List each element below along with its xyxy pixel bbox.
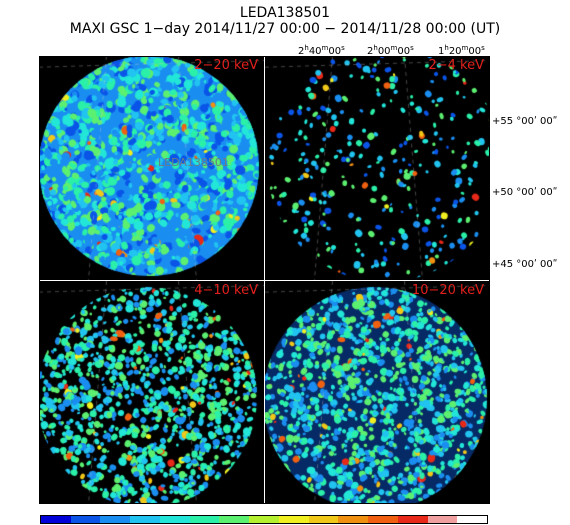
color-swatch xyxy=(338,516,369,523)
color-swatch xyxy=(100,516,131,523)
band-label: 10−20 keV xyxy=(411,283,484,298)
color-swatch xyxy=(70,516,101,523)
sky-map-10-20kev xyxy=(265,281,490,504)
ra-label-1: 2h40m00s xyxy=(298,44,345,57)
source-marker-label: LEDA138501 xyxy=(158,156,229,169)
panel-2-20kev: 2−20 keV LEDA138501 xyxy=(39,56,264,280)
ra-label-3: 1h20m00s xyxy=(438,44,485,57)
panel-10-20kev: 10−20 keV xyxy=(265,281,490,504)
band-label: 2−4 keV xyxy=(428,58,484,73)
color-scale-bar xyxy=(40,515,488,524)
color-swatch xyxy=(41,516,71,523)
color-swatch xyxy=(427,516,458,523)
dec-label-1: +55 °00ʹ 00ʺ xyxy=(492,116,558,127)
sky-map-4-10kev xyxy=(39,281,264,504)
color-swatch xyxy=(368,516,398,523)
band-label: 4−10 keV xyxy=(194,283,258,298)
sky-map-2-4kev xyxy=(265,56,490,280)
observation-subtitle: MAXI GSC 1−day 2014/11/27 00:00 − 2014/1… xyxy=(69,21,501,37)
source-title: LEDA138501 xyxy=(239,5,331,21)
band-label: 2−20 keV xyxy=(194,58,258,73)
color-swatch xyxy=(278,516,309,523)
color-swatch xyxy=(219,516,250,523)
color-swatch xyxy=(249,516,279,523)
panel-4-10kev: 4−10 keV xyxy=(39,281,264,504)
dec-label-3: +45 °00ʹ 00ʺ xyxy=(492,259,558,270)
sky-map-2-20kev xyxy=(39,56,264,280)
color-swatch xyxy=(397,516,428,523)
color-swatch xyxy=(457,516,488,523)
color-swatch xyxy=(159,516,190,523)
color-swatch xyxy=(308,516,339,523)
color-swatch xyxy=(130,516,160,523)
ra-label-2: 2h00m00s xyxy=(367,44,414,57)
color-swatch xyxy=(189,516,220,523)
dec-label-2: +50 °00ʹ 00ʺ xyxy=(492,187,558,198)
panel-2-4kev: 2−4 keV xyxy=(265,56,490,280)
